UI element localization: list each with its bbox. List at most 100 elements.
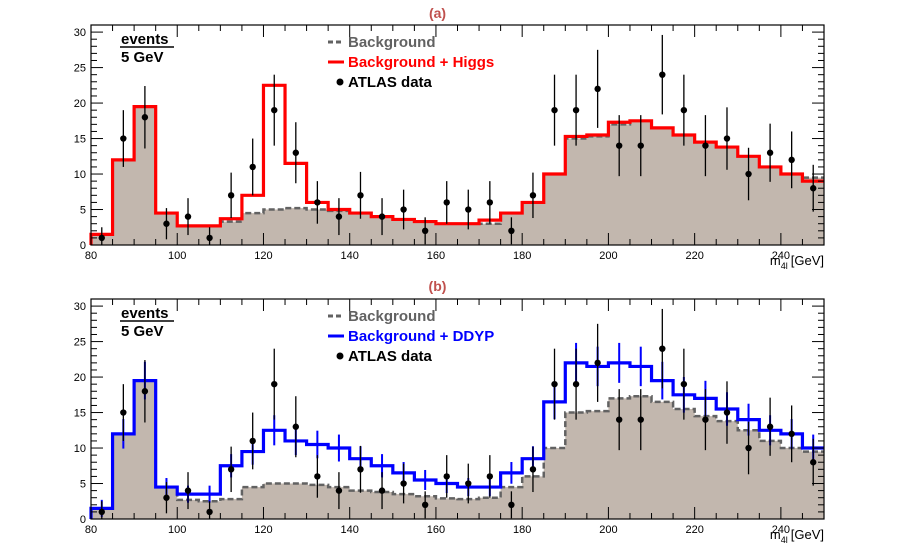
- data-point: [206, 234, 213, 242]
- data-point: [766, 423, 774, 430]
- data-point: [788, 156, 795, 164]
- data-point: [378, 487, 386, 494]
- y-tick-label: 10: [74, 169, 86, 181]
- data-point: [421, 501, 429, 509]
- data-point: [572, 380, 580, 388]
- data-point: [120, 409, 127, 416]
- data-point: [227, 466, 235, 473]
- x-axis-subscript: 4l: [781, 535, 788, 545]
- y-tick-label: 5: [80, 479, 86, 491]
- data-point: [551, 106, 558, 114]
- ddyp-series-line: [89, 361, 824, 519]
- x-tick-label: 220: [685, 250, 703, 262]
- data-point: [141, 114, 149, 121]
- data-point: [335, 487, 343, 494]
- y-axis-title-numerator: events: [121, 31, 169, 48]
- data-point: [292, 423, 300, 430]
- data-point: [637, 142, 644, 149]
- data-point: [163, 220, 170, 227]
- x-tick-label: 80: [85, 524, 97, 536]
- data-point: [745, 444, 752, 452]
- data-point: [141, 388, 149, 395]
- data-point: [421, 227, 429, 235]
- data-point: [465, 206, 472, 213]
- data-point: [357, 192, 364, 199]
- y-tick-label: 20: [74, 98, 86, 110]
- panel-a: (a) 0 5 10 15 20 25 30 80 100 120 140 160 180 200 220 24…: [74, 5, 825, 271]
- data-point: [400, 206, 407, 213]
- data-point: [594, 85, 601, 93]
- x-axis-unit: [GeV]: [791, 253, 824, 268]
- y-axis-title-denominator: 5 GeV: [121, 49, 164, 66]
- x-axis-title: m4l [GeV]: [770, 253, 824, 271]
- data-point: [314, 473, 321, 480]
- legend-label: Background + Higgs: [348, 54, 494, 71]
- x-tick-label: 100: [168, 250, 186, 262]
- y-tick-label: 5: [80, 205, 86, 217]
- data-point: [659, 345, 666, 352]
- data-point: [378, 213, 386, 220]
- data-point: [659, 71, 666, 78]
- panel-b: (b) 0 5 10 15 20 25 30 80 100 120 140 160 180 200 220 24…: [74, 278, 825, 545]
- data-point: [292, 149, 300, 156]
- data-point: [529, 466, 537, 473]
- x-tick-label: 160: [427, 250, 445, 262]
- x-tick-label: 180: [513, 250, 531, 262]
- data-point: [508, 501, 515, 509]
- x-tick-label: 140: [341, 250, 359, 262]
- data-point: [443, 473, 450, 480]
- legend-label: ATLAS data: [348, 74, 433, 91]
- data-point: [443, 199, 450, 206]
- x-tick-label: 120: [254, 524, 272, 536]
- data-point: [572, 106, 580, 114]
- data-point: [400, 480, 407, 487]
- y-axis-title-numerator: events: [121, 305, 169, 322]
- x-tick-label: 180: [513, 524, 531, 536]
- data-point: [227, 192, 235, 199]
- data-point: [615, 142, 623, 149]
- x-tick-label: 120: [254, 250, 272, 262]
- y-tick-label: 15: [74, 134, 86, 146]
- y-tick-label: 30: [74, 301, 86, 313]
- data-point: [486, 199, 494, 206]
- data-point: [184, 213, 192, 220]
- data-point: [637, 416, 644, 423]
- data-point: [594, 359, 601, 367]
- x-axis-symbol: m: [770, 253, 781, 268]
- y-tick-label: 0: [80, 240, 86, 252]
- x-tick-label: 80: [85, 250, 97, 262]
- data-point: [98, 508, 105, 516]
- y-tick-label: 0: [80, 514, 86, 526]
- data-point: [206, 508, 213, 516]
- data-point: [271, 380, 278, 388]
- data-point: [314, 199, 321, 206]
- data-point: [98, 234, 105, 242]
- data-point: [551, 380, 558, 388]
- data-point: [163, 494, 170, 501]
- data-point: [723, 409, 731, 416]
- data-point: [788, 430, 795, 438]
- panel-label: (b): [429, 278, 447, 294]
- legend-label: ATLAS data: [348, 348, 433, 365]
- y-tick-label: 10: [74, 443, 86, 455]
- x-tick-label: 100: [168, 524, 186, 536]
- x-tick-label: 240: [772, 250, 790, 262]
- data-point: [335, 213, 343, 220]
- x-tick-label: 160: [427, 524, 445, 536]
- panel-label: (a): [429, 5, 446, 21]
- data-point: [486, 473, 494, 480]
- y-tick-label: 25: [74, 337, 86, 349]
- x-tick-label: 200: [599, 250, 617, 262]
- x-tick-label: 140: [341, 524, 359, 536]
- data-point: [508, 227, 515, 235]
- x-axis-title: m4l [GeV]: [770, 527, 824, 545]
- x-tick-label: 220: [685, 524, 703, 536]
- y-tick-label: 20: [74, 372, 86, 384]
- data-point: [529, 192, 537, 199]
- data-point: [723, 135, 731, 142]
- x-axis-symbol: m: [770, 527, 781, 542]
- data-point: [271, 106, 278, 114]
- data-point: [249, 163, 256, 171]
- data-point: [680, 106, 688, 114]
